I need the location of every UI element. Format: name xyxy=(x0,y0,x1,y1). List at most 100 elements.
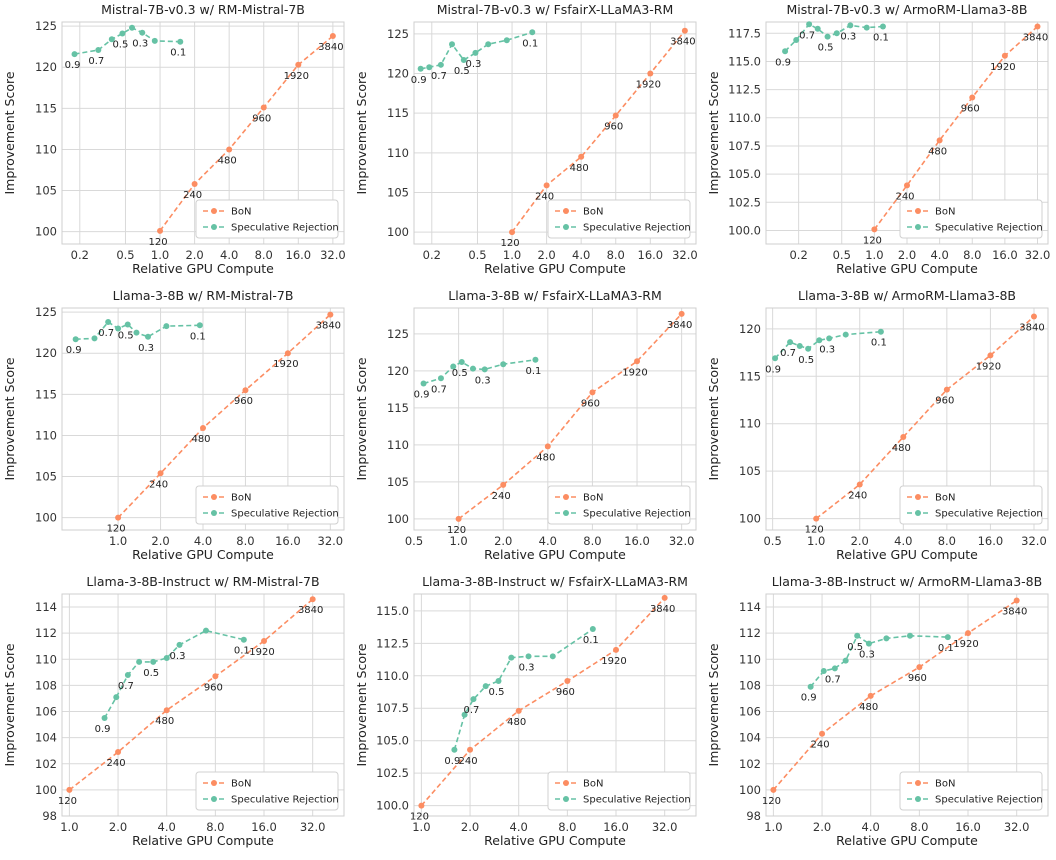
x-tick-label: 2.0 xyxy=(851,534,869,548)
spec-data-point xyxy=(113,694,120,701)
x-tick-label: 16.0 xyxy=(275,534,301,548)
bon-series-line xyxy=(68,598,314,791)
bon-data-point xyxy=(467,746,474,753)
y-tick-label: 105 xyxy=(35,184,57,198)
x-tick-label: 4.0 xyxy=(539,534,557,548)
x-tick-label: 4.0 xyxy=(930,248,948,262)
spec-data-point xyxy=(451,746,458,753)
y-tick-label: 112.5 xyxy=(376,636,409,650)
x-tick-label: 0.5 xyxy=(833,248,851,262)
x-tick-label: 2.0 xyxy=(537,248,555,262)
data-label: 480 xyxy=(191,434,210,445)
data-label: 0.1 xyxy=(583,635,599,646)
data-label: 3840 xyxy=(1019,323,1044,334)
data-label: 0.7 xyxy=(431,384,447,395)
spec-data-point xyxy=(826,335,833,342)
x-axis-label: Relative GPU Compute xyxy=(484,261,626,276)
chart-svg: 98 100 102 104 106 108 110 112 114 1.0 2.0 4.0 8.0 16… xyxy=(2,574,345,848)
data-label: 0.3 xyxy=(840,31,856,42)
legend-box xyxy=(195,771,339,811)
spec-data-point xyxy=(816,337,823,344)
y-tick-label: 112 xyxy=(35,626,57,640)
legend: BoN Speculative Rejection xyxy=(547,485,691,525)
x-tick-label: 0.2 xyxy=(423,248,441,262)
y-tick-label: 120 xyxy=(739,322,761,336)
x-axis-label: Relative GPU Compute xyxy=(836,261,978,276)
spec-data-point xyxy=(906,632,913,639)
x-tick-label: 32.0 xyxy=(1025,248,1051,262)
bon-data-point xyxy=(242,387,249,394)
y-tick-label: 125 xyxy=(35,19,57,33)
data-label: 1920 xyxy=(622,367,647,378)
data-label: 120 xyxy=(500,238,519,249)
data-label: 0.3 xyxy=(170,651,186,662)
data-label: 1920 xyxy=(273,359,298,370)
legend: BoN Speculative Rejection xyxy=(547,199,691,239)
y-tick-label: 100 xyxy=(739,783,761,797)
bon-data-point xyxy=(936,137,943,144)
bon-data-point xyxy=(1001,52,1008,59)
data-label: 0.3 xyxy=(138,343,154,354)
y-tick-label: 110 xyxy=(387,146,409,160)
legend-swatch-marker xyxy=(563,494,569,500)
legend-box xyxy=(547,771,691,811)
legend-box xyxy=(899,771,1043,811)
y-tick-label: 110 xyxy=(739,417,761,431)
y-tick-label: 120 xyxy=(35,346,57,360)
y-tick-label: 105.0 xyxy=(728,167,761,181)
x-tick-label: 32.0 xyxy=(672,248,698,262)
legend-swatch-marker xyxy=(915,208,921,214)
data-label: 0.9 xyxy=(66,345,82,356)
x-tick-label: 16.0 xyxy=(992,248,1018,262)
bon-data-point xyxy=(661,594,668,601)
x-tick-label: 32.0 xyxy=(318,534,344,548)
x-tick-label: 1.0 xyxy=(412,820,430,834)
x-tick-label: 0.5 xyxy=(763,534,781,548)
spec-data-point xyxy=(879,23,886,30)
chart-title: Llama-3-8B w/ ArmoRM-Llama3-8B xyxy=(798,288,1016,303)
spec-data-point xyxy=(589,626,596,633)
spec-data-point xyxy=(529,29,536,36)
x-tick-label: 16.0 xyxy=(978,534,1004,548)
legend: BoN Speculative Rejection xyxy=(195,485,339,525)
plot-frame xyxy=(765,593,1049,817)
spec-data-point xyxy=(95,46,102,53)
x-tick-label: 4.0 xyxy=(510,820,528,834)
y-tick-label: 110.0 xyxy=(376,669,409,683)
y-tick-label: 110 xyxy=(35,428,57,442)
y-tick-label: 100.0 xyxy=(376,799,409,813)
y-tick-label: 102.5 xyxy=(376,766,409,780)
chart-title: Llama-3-8B-Instruct w/ RM-Mistral-7B xyxy=(86,574,319,589)
data-label: 480 xyxy=(859,702,878,713)
x-axis-label: Relative GPU Compute xyxy=(484,833,626,848)
chart-panel: 100 105 110 115 120 0.5 1.0 2.0 4.0 8.0 16.0 32.0 Ll… xyxy=(704,286,1056,572)
spec-data-point xyxy=(133,329,140,336)
data-label: 0.1 xyxy=(170,48,186,59)
x-tick-label: 1.0 xyxy=(807,534,825,548)
x-tick-label: 8.0 xyxy=(255,248,273,262)
spec-data-point xyxy=(787,339,794,346)
data-label: 480 xyxy=(218,155,237,166)
legend-swatch-marker xyxy=(563,510,569,516)
data-label: 3840 xyxy=(1023,33,1048,44)
bon-data-point xyxy=(115,514,122,521)
y-tick-label: 107.5 xyxy=(728,139,761,153)
y-tick-label: 125 xyxy=(387,27,409,41)
x-tick-label: 0.5 xyxy=(405,534,423,548)
chart-panel: 100 105 110 115 120 125 0.2 0.5 1.0 2.0 4.0 8.0 16.0… xyxy=(352,0,704,286)
x-tick-label: 8.0 xyxy=(583,534,601,548)
data-label: 0.1 xyxy=(522,38,538,49)
data-label: 0.3 xyxy=(859,650,875,661)
spec-data-point xyxy=(485,41,492,48)
plot-frame xyxy=(765,21,1049,245)
bon-series-line xyxy=(117,314,331,519)
y-tick-label: 104 xyxy=(35,731,57,745)
legend-swatch-marker xyxy=(563,796,569,802)
bon-data-point xyxy=(115,749,122,756)
spec-data-point xyxy=(71,51,78,58)
bon-data-point xyxy=(987,352,994,359)
data-label: 0.5 xyxy=(143,668,159,679)
legend: BoN Speculative Rejection xyxy=(899,771,1043,811)
y-tick-label: 112.5 xyxy=(728,83,761,97)
bon-data-point xyxy=(564,677,571,684)
